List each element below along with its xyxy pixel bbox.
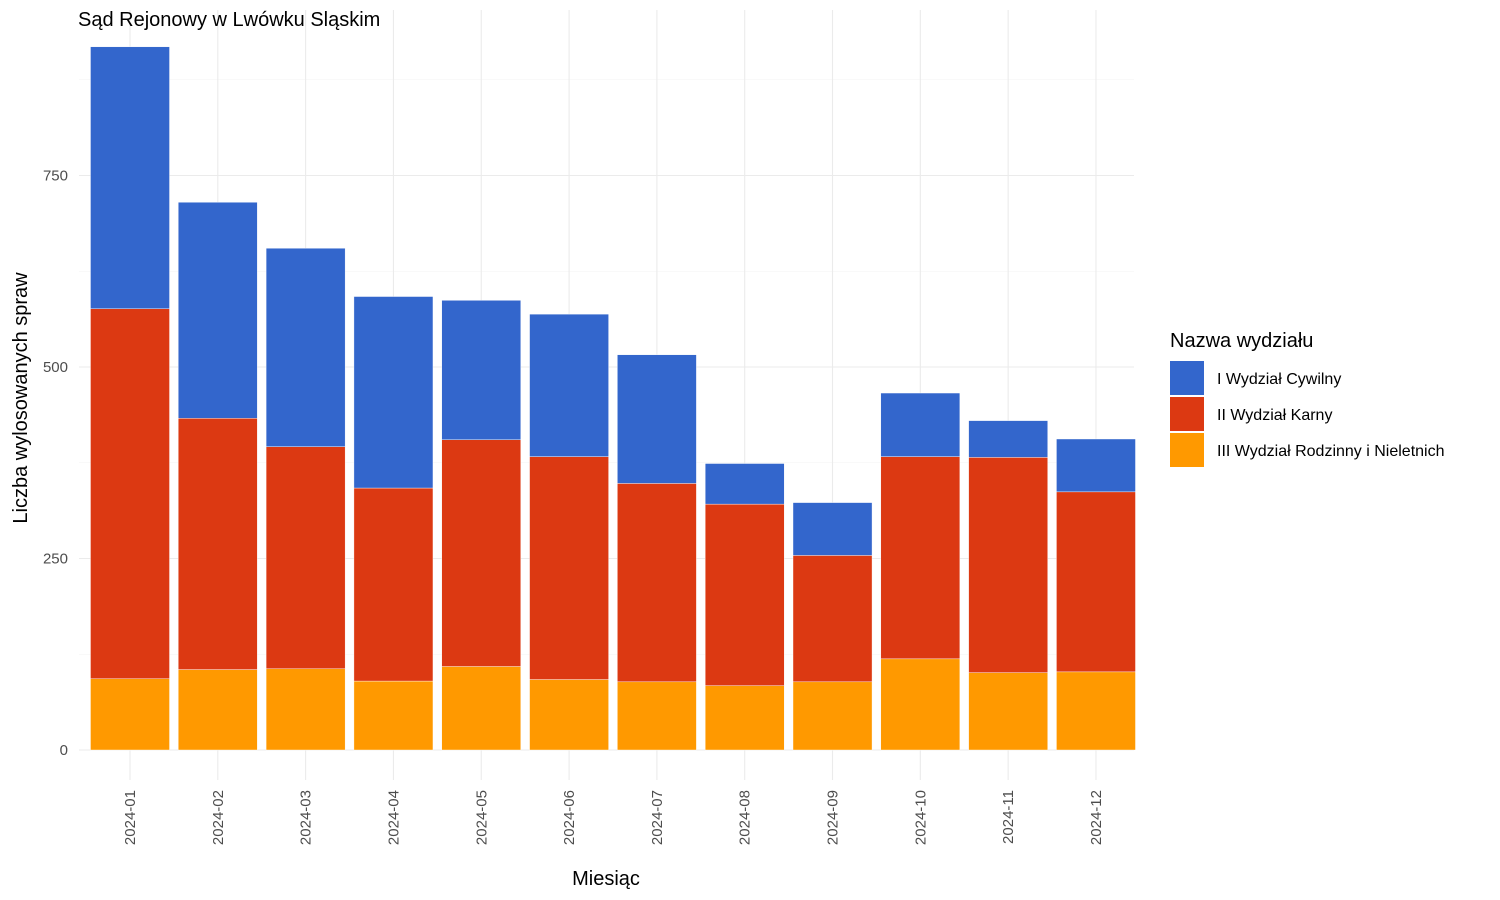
bar-segment: III Wydział Rodzinny i Nieletnich — 2024…	[529, 679, 609, 751]
legend-label: II Wydział Karny	[1217, 407, 1332, 424]
bar-segment: II Wydział Karny — 2024-08: 237	[704, 503, 785, 686]
x-tick-label: 2024-02	[210, 790, 227, 845]
bar-segment: II Wydział Karny — 2024-05: 296	[441, 439, 521, 667]
bar-segment: II Wydział Karny — 2024-07: 259	[617, 483, 697, 683]
legend-key	[1170, 433, 1204, 467]
y-tick-label: 0	[60, 742, 68, 759]
bar-segment: III Wydział Rodzinny i Nieletnich — 2024…	[265, 668, 346, 751]
x-tick-label: 2024-06	[561, 790, 578, 845]
x-tick-label: 2024-08	[737, 790, 754, 845]
bar-segment: III Wydział Rodzinny i Nieletnich — 2024…	[1056, 671, 1136, 751]
bar-segment: II Wydział Karny — 2024-12: 235	[1056, 491, 1136, 673]
legend-key	[1170, 361, 1204, 395]
bar-segment: I Wydział Cywilny — 2024-10: 83	[880, 392, 961, 457]
chart-title: Sąd Rejonowy w Lwówku Sląskim	[78, 9, 380, 31]
bar-segment: III Wydział Rodzinny i Nieletnich — 2024…	[792, 681, 873, 751]
legend-label: III Wydział Rodzinny i Nieletnich	[1217, 443, 1445, 460]
x-tick-label: 2024-03	[298, 790, 315, 845]
bar-segment: II Wydział Karny — 2024-03: 290	[265, 446, 346, 670]
x-tick-label: 2024-10	[912, 790, 929, 845]
bar-segment: I Wydział Cywilny — 2024-12: 69	[1056, 438, 1136, 493]
bar-segment: III Wydział Rodzinny i Nieletnich — 2024…	[441, 666, 521, 751]
legend: Nazwa wydziału I Wydział Cywilny II Wydzi…	[1170, 330, 1445, 467]
bar-segment: I Wydział Cywilny — 2024-06: 186	[529, 313, 609, 457]
bar-segment: III Wydział Rodzinny i Nieletnich — 2024…	[90, 678, 170, 751]
bar-segment: I Wydział Cywilny — 2024-05: 182	[441, 300, 521, 440]
bar-segment: III Wydział Rodzinny i Nieletnich — 2024…	[704, 685, 785, 751]
x-tick-label: 2024-12	[1088, 790, 1105, 845]
bar-segment: III Wydział Rodzinny i Nieletnich — 2024…	[178, 669, 258, 751]
bar-segment: II Wydział Karny — 2024-06: 291	[529, 456, 609, 680]
x-tick-label: 2024-11	[1000, 790, 1017, 844]
bar-segment: II Wydział Karny — 2024-10: 264	[880, 456, 961, 660]
bar-segment: I Wydział Cywilny — 2024-09: 69	[792, 502, 873, 556]
bar-segment: I Wydział Cywilny — 2024-08: 53	[704, 463, 785, 505]
x-tick-label: 2024-04	[385, 790, 402, 845]
bar-segment: III Wydział Rodzinny i Nieletnich — 2024…	[617, 681, 697, 751]
bar-segment: II Wydział Karny — 2024-11: 281	[968, 457, 1048, 673]
legend-label: I Wydział Cywilny	[1217, 371, 1341, 388]
x-axis: 2024-01 2024-02 2024-03 2024-04 2024-05 2024-…	[122, 790, 1105, 845]
legend-title: Nazwa wydziału	[1170, 330, 1313, 352]
bar-segment: II Wydział Karny — 2024-01: 483	[90, 308, 170, 679]
bar-segment: III Wydział Rodzinny i Nieletnich — 2024…	[353, 680, 434, 751]
bar-segment: II Wydział Karny — 2024-04: 252	[353, 487, 434, 682]
bar-segment: I Wydział Cywilny — 2024-04: 250	[353, 296, 434, 489]
bar-segment: I Wydział Cywilny — 2024-02: 282	[178, 202, 258, 419]
x-tick-label: 2024-01	[122, 790, 139, 845]
bar-segment: III Wydział Rodzinny i Nieletnich — 2024…	[880, 658, 961, 751]
y-axis-title: Liczba wylosowanych spraw	[10, 272, 32, 524]
bar-segment: I Wydział Cywilny — 2024-01: 342	[90, 46, 170, 309]
y-axis: 0 250 500 750	[43, 168, 68, 760]
bar-segment: I Wydział Cywilny — 2024-07: 168	[617, 354, 697, 484]
y-tick-label: 500	[43, 359, 68, 376]
bar-segment: I Wydział Cywilny — 2024-03: 259	[265, 248, 346, 447]
y-tick-label: 750	[43, 168, 68, 185]
bar-segment: III Wydział Rodzinny i Nieletnich — 2024…	[968, 672, 1048, 751]
bar-segment: I Wydział Cywilny — 2024-11: 48	[968, 420, 1048, 458]
x-tick-label: 2024-05	[473, 790, 490, 845]
bar-segment: II Wydział Karny — 2024-02: 328	[178, 418, 258, 670]
bar-segment: II Wydział Karny — 2024-09: 165	[792, 555, 873, 683]
x-tick-label: 2024-09	[825, 790, 842, 845]
y-tick-label: 250	[43, 551, 68, 568]
x-tick-label: 2024-07	[649, 790, 666, 845]
legend-key	[1170, 397, 1204, 431]
bars: III Wydział Rodzinny i Nieletnich — 2024…	[90, 46, 1136, 751]
x-axis-title: Miesiąc	[572, 868, 640, 890]
